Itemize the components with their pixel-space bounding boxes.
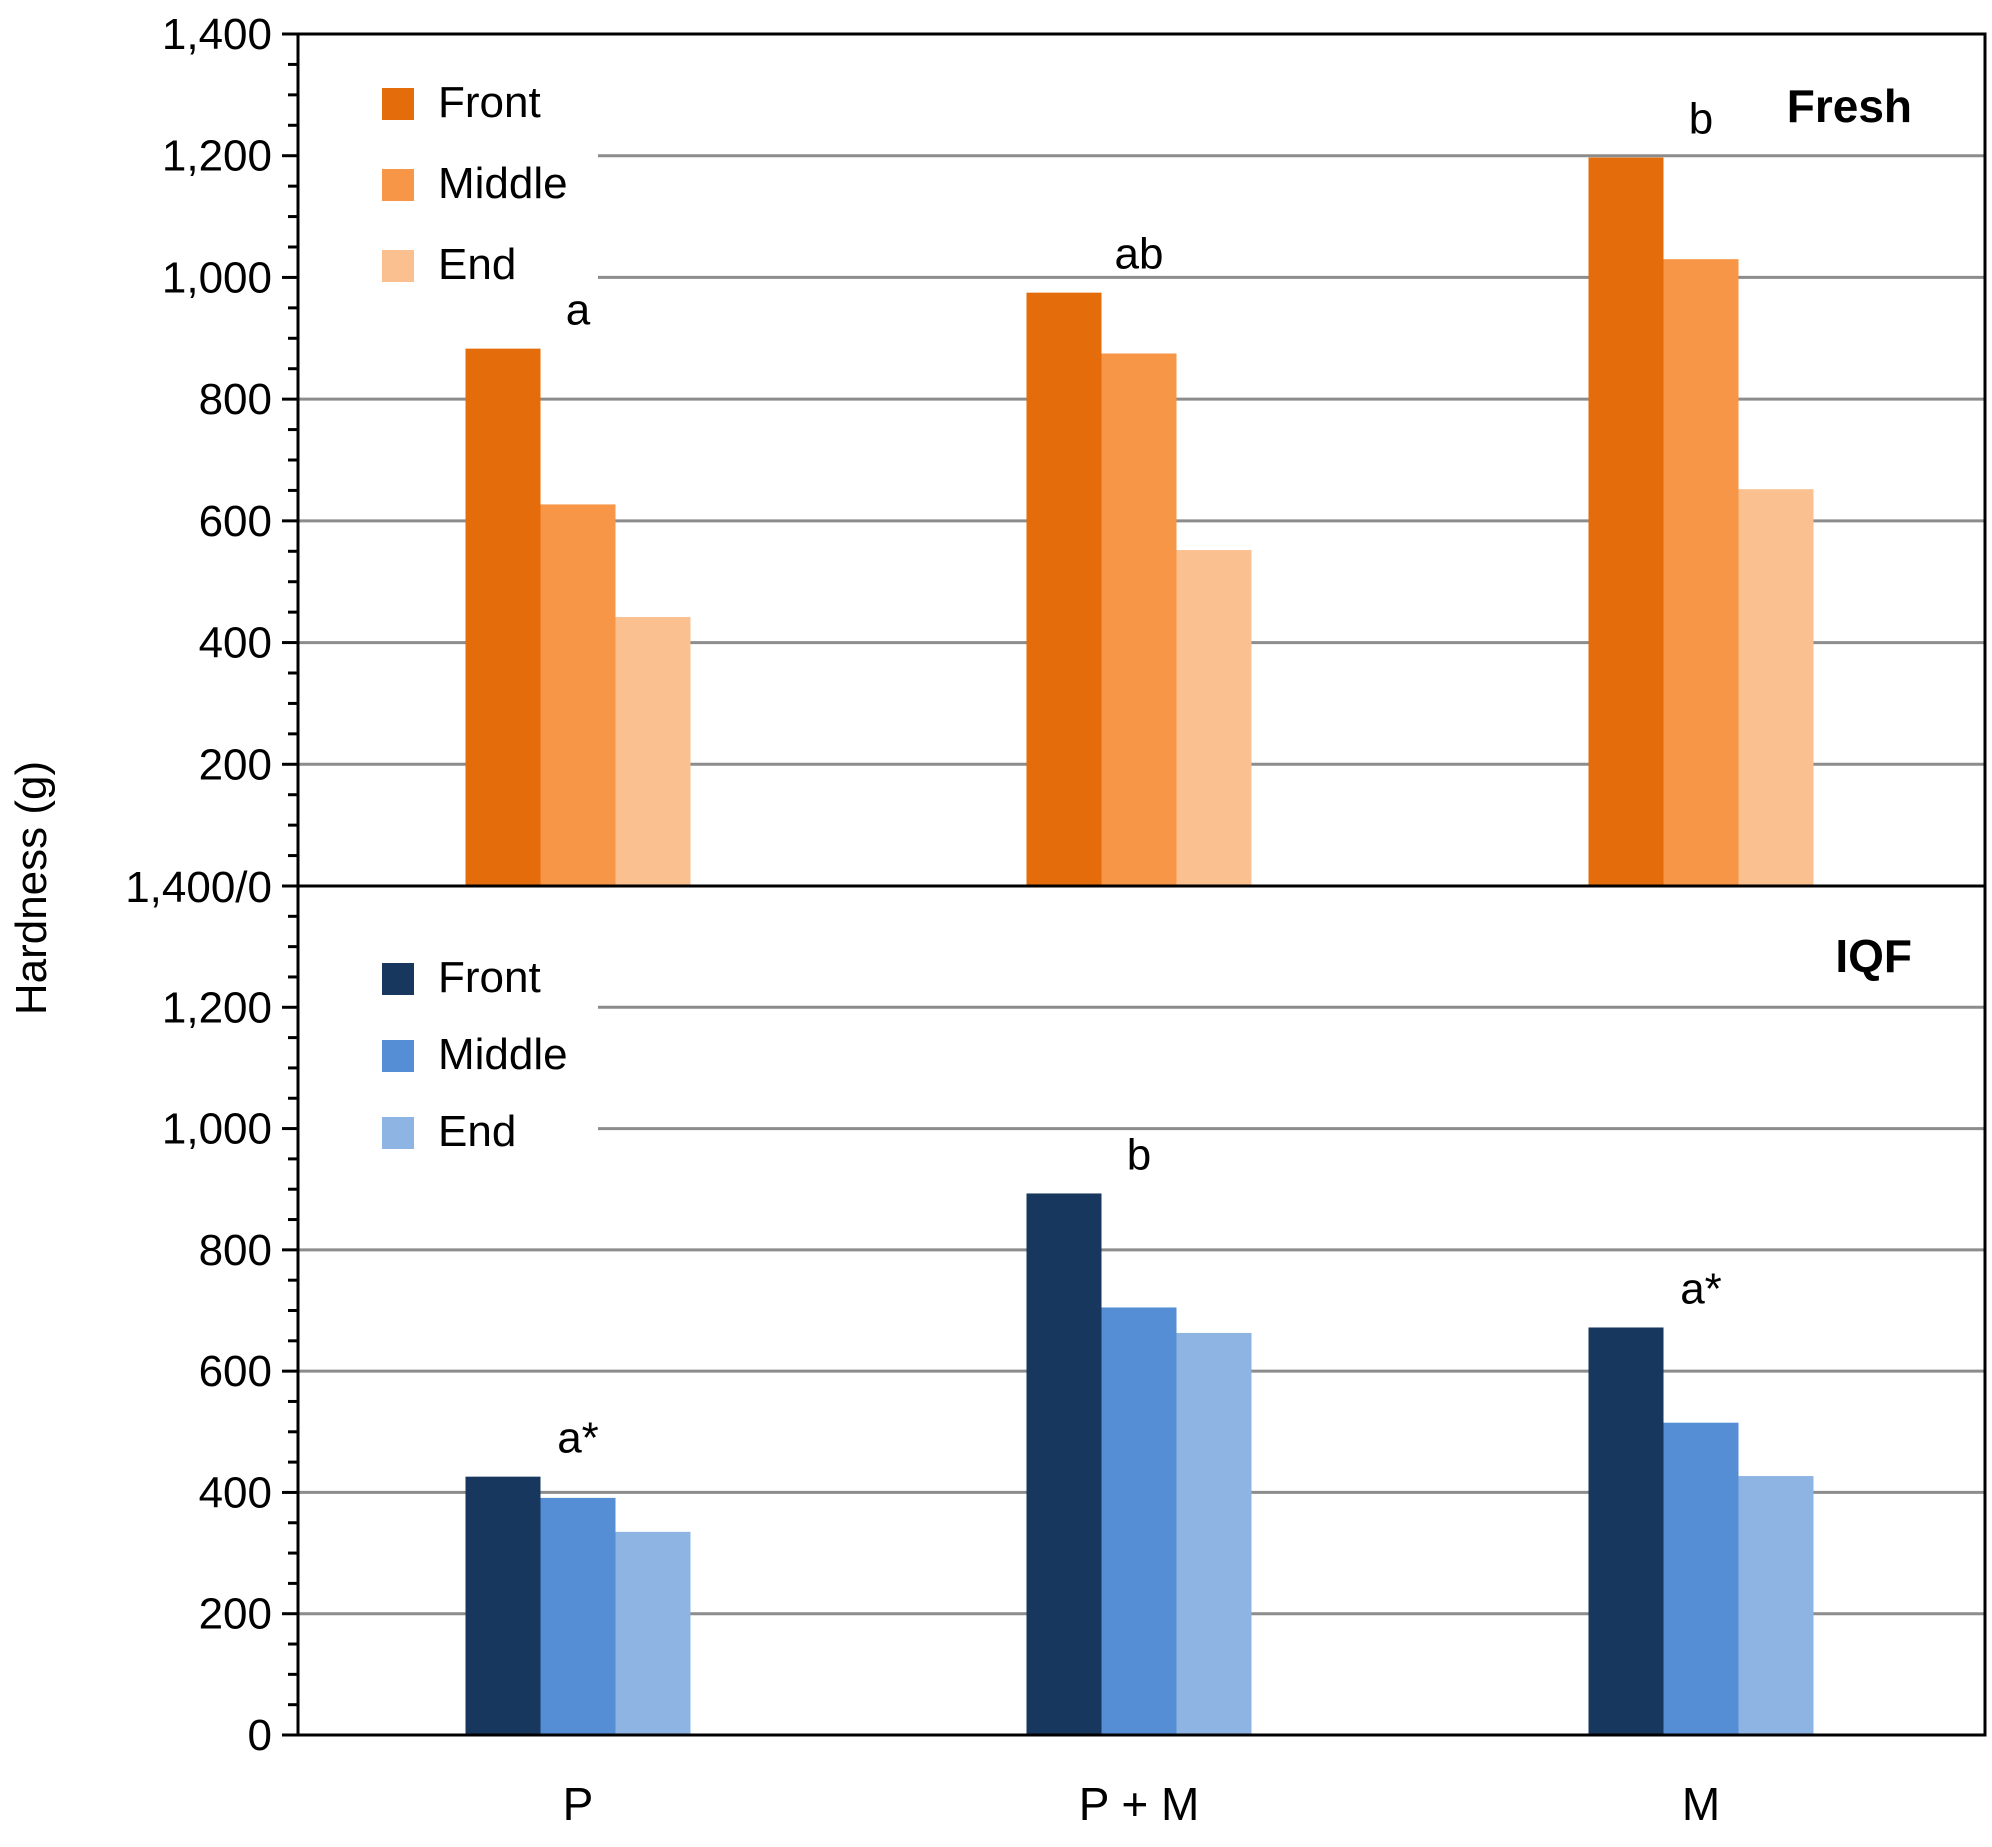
- y-tick-label: 400: [199, 619, 272, 668]
- bar-front: [465, 348, 541, 886]
- legend-swatch-front: [382, 88, 414, 120]
- bar-front: [1026, 292, 1102, 887]
- legend-label: Front: [438, 78, 541, 127]
- bar-middle: [1101, 1307, 1177, 1735]
- significance-letter: a*: [557, 1414, 599, 1463]
- x-category-label: M: [1682, 1778, 1720, 1830]
- bar-middle: [540, 1497, 616, 1735]
- x-category-label: P + M: [1079, 1778, 1200, 1830]
- y-tick-label: 0: [248, 1711, 272, 1760]
- legend-layer: Front Middle End Front Middle End: [382, 78, 568, 1156]
- bar-layer: [465, 157, 1814, 1735]
- y-tick-label: 800: [199, 375, 272, 424]
- panel-title: Fresh: [1787, 80, 1912, 132]
- significance-letter: b: [1127, 1130, 1151, 1179]
- legend-label: End: [438, 240, 516, 289]
- bar-front: [1588, 1327, 1664, 1735]
- legend-swatch-middle: [382, 169, 414, 201]
- panel-title: IQF: [1835, 930, 1912, 982]
- text-layer: 200 400 600 800 1,000 1,200 1,400 a ab b Fresh 0 200…: [7, 10, 1912, 1830]
- legend-label: Middle: [438, 1030, 568, 1079]
- bar-end: [1176, 1332, 1252, 1735]
- y-tick-label: 400: [199, 1468, 272, 1517]
- bar-middle: [1101, 353, 1177, 886]
- y-tick-label: 1,200: [162, 983, 272, 1032]
- legend-swatch-end: [382, 250, 414, 282]
- x-category-label: P: [563, 1778, 594, 1830]
- bar-end: [1176, 550, 1252, 886]
- y-tick-label: 600: [199, 1347, 272, 1396]
- legend-swatch-middle: [382, 1040, 414, 1072]
- bar-end: [1738, 489, 1814, 886]
- significance-letter: a: [566, 286, 591, 335]
- y-axis-title: Hardness (g): [7, 761, 56, 1015]
- legend-label: Front: [438, 953, 541, 1002]
- significance-letter: ab: [1115, 230, 1164, 279]
- bar-end: [615, 1531, 691, 1735]
- bar-front: [465, 1476, 541, 1735]
- y-tick-label: 1,400: [162, 10, 272, 59]
- y-tick-label: 200: [199, 1590, 272, 1639]
- bar-middle: [1663, 1422, 1739, 1735]
- bar-front: [1026, 1193, 1102, 1735]
- legend-swatch-end: [382, 1117, 414, 1149]
- y-tick-label: 1,200: [162, 132, 272, 181]
- y-tick-label: 200: [199, 740, 272, 789]
- significance-letter: b: [1689, 95, 1713, 144]
- legend-swatch-front: [382, 963, 414, 995]
- y-tick-label: 1,000: [162, 1105, 272, 1154]
- axis-layer: [282, 32, 1987, 1737]
- bar-middle: [1663, 259, 1739, 887]
- shared-tick-label: 1,400/0: [125, 863, 272, 912]
- y-tick-label: 800: [199, 1226, 272, 1275]
- bar-front: [1588, 157, 1664, 887]
- significance-letter: a*: [1680, 1264, 1722, 1313]
- y-tick-label: 1,000: [162, 253, 272, 302]
- legend-label: Middle: [438, 159, 568, 208]
- bar-middle: [540, 504, 616, 886]
- legend-label: End: [438, 1107, 516, 1156]
- y-tick-label: 600: [199, 497, 272, 546]
- bar-end: [615, 617, 691, 886]
- bar-end: [1738, 1476, 1814, 1735]
